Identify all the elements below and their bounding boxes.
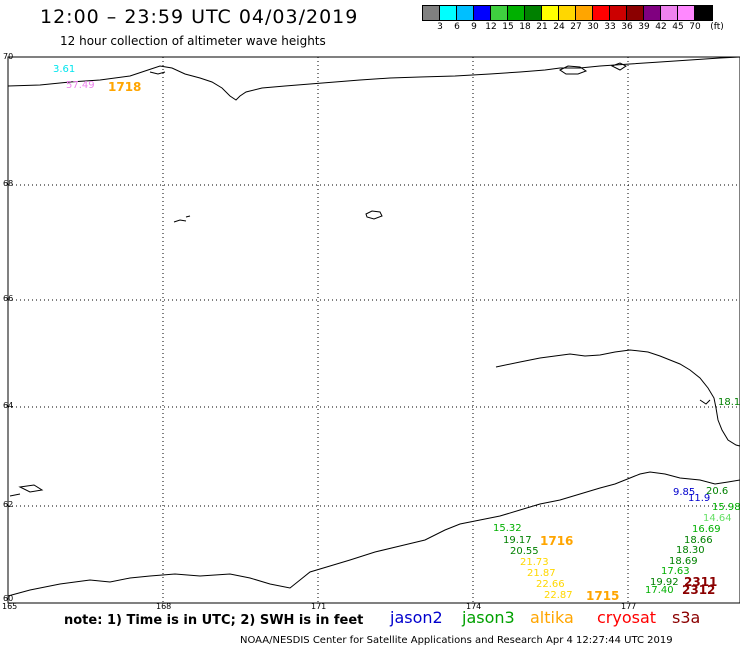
coast-seward — [495, 349, 740, 447]
satellite-legend-jason2: jason2 — [390, 608, 443, 627]
colorbar-label: 6 — [454, 22, 460, 32]
island-slawrence — [18, 484, 44, 493]
colorbar-swatch — [627, 6, 644, 20]
wave-height-label: 15.32 — [493, 523, 522, 534]
wave-height-label: 17.40 — [645, 585, 674, 596]
coast-chukotka — [7, 56, 740, 101]
wave-height-label: 15.98 — [712, 502, 740, 513]
colorbar-swatch — [440, 6, 457, 20]
colorbar-label: 21 — [536, 22, 548, 32]
colorbar-swatch — [474, 6, 491, 20]
colorbar-label: 42 — [655, 22, 667, 32]
satellite-legend-cryosat: cryosat — [597, 608, 657, 627]
wave-height-label: 57.49 — [66, 80, 95, 91]
coast-inlet — [149, 71, 166, 75]
lon-label-168: 168 — [156, 602, 172, 611]
colorbar-swatch — [661, 6, 678, 20]
island-speck-2 — [185, 215, 191, 218]
satellite-legend-jason3: jason3 — [462, 608, 515, 627]
lat-label-64: 64 — [3, 401, 14, 410]
colorbar-swatch — [644, 6, 661, 20]
satellite-legend-altika: altika — [530, 608, 574, 627]
footer-credit: NOAA/NESDIS Center for Satellite Applica… — [240, 635, 673, 646]
island-west — [9, 493, 21, 497]
wave-height-label: 18.30 — [676, 545, 705, 556]
colorbar-label: 9 — [471, 22, 477, 32]
colorbar-swatch — [593, 6, 610, 20]
wave-height-label: 17.63 — [661, 566, 690, 577]
lon-label-177: 177 — [621, 602, 637, 611]
colorbar-swatch — [457, 6, 474, 20]
wave-height-label: 20.55 — [510, 546, 539, 557]
colorbar-swatch — [542, 6, 559, 20]
graticule — [8, 57, 740, 603]
colorbar-swatch — [559, 6, 576, 20]
colorbar-label: 70 — [689, 22, 701, 32]
lat-label-66: 66 — [3, 294, 14, 303]
lat-label-70: 70 — [3, 52, 14, 61]
colorbar-label: 45 — [672, 22, 684, 32]
units-note: note: 1) Time is in UTC; 2) SWH is in fe… — [64, 613, 364, 628]
wave-height-label: 18.69 — [669, 556, 698, 567]
lon-label-165: 165 — [2, 602, 18, 611]
colorbar-swatch — [491, 6, 508, 20]
wave-height-label: 1715 — [586, 589, 620, 603]
wave-height-label: 21.73 — [520, 557, 549, 568]
coast-koryak — [7, 471, 740, 597]
lat-label-62: 62 — [3, 500, 14, 509]
wave-height-label: 19.92 — [650, 577, 679, 588]
wave-height-label: 19.17 — [503, 535, 532, 546]
colorbar-swatch — [508, 6, 525, 20]
colorbar-label: 30 — [587, 22, 599, 32]
colorbar-label: 18 — [519, 22, 531, 32]
colorbar-swatch — [610, 6, 627, 20]
satellite-legend-s3a: s3a — [672, 608, 701, 627]
colorbar-label: 33 — [604, 22, 616, 32]
map-title: 12:00 – 23:59 UTC 04/03/2019 — [40, 6, 359, 28]
map-frame — [7, 56, 740, 604]
colorbar-swatch — [576, 6, 593, 20]
colorbar-swatch — [423, 6, 440, 20]
island-ratmanov — [365, 210, 383, 220]
wave-height-label: 20.6 — [706, 486, 729, 497]
colorbar-label: 3 — [437, 22, 443, 32]
lat-label-60: 60 — [3, 594, 14, 603]
island-small-1 — [559, 65, 588, 75]
wave-height-label: 18.66 — [684, 535, 713, 546]
wave-height-label: 11.9 — [688, 493, 711, 504]
wave-height-label: 9.85 — [673, 487, 696, 498]
wave-height-label: 22.66 — [536, 579, 565, 590]
wave-height-label: 2311 — [684, 575, 718, 589]
colorbar-label: 39 — [638, 22, 650, 32]
lon-label-174: 174 — [466, 602, 482, 611]
wave-height-label: 14.64 — [703, 513, 732, 524]
wave-height-label: 1716 — [540, 534, 574, 548]
wave-height-label: 21.87 — [527, 568, 556, 579]
colorbar-swatch — [678, 6, 695, 20]
colorbar-swatch — [695, 6, 712, 20]
wave-height-label: 22.87 — [544, 590, 573, 601]
colorbar-label: (ft) — [710, 22, 724, 32]
coast-bay — [699, 399, 711, 405]
map-subtitle: 12 hour collection of altimeter wave hei… — [60, 34, 326, 48]
island-small-2 — [610, 62, 627, 71]
colorbar-label: 27 — [570, 22, 582, 32]
coastline — [7, 56, 740, 597]
colorbar-label: 12 — [485, 22, 497, 32]
wave-height-label: 16.69 — [692, 524, 721, 535]
wave-height-label: 2312 — [682, 583, 716, 597]
colorbar-label: 24 — [553, 22, 565, 32]
wave-height-colorbar — [422, 5, 713, 21]
island-speck — [173, 219, 187, 223]
wave-height-label: 1718 — [108, 80, 142, 94]
lat-label-68: 68 — [3, 179, 14, 188]
wave-height-label: 18.1 — [718, 397, 740, 408]
colorbar-swatch — [525, 6, 542, 20]
colorbar-label: 36 — [621, 22, 633, 32]
lon-label-171: 171 — [311, 602, 327, 611]
colorbar-label: 15 — [502, 22, 514, 32]
wave-height-label: 3.61 — [53, 64, 76, 75]
